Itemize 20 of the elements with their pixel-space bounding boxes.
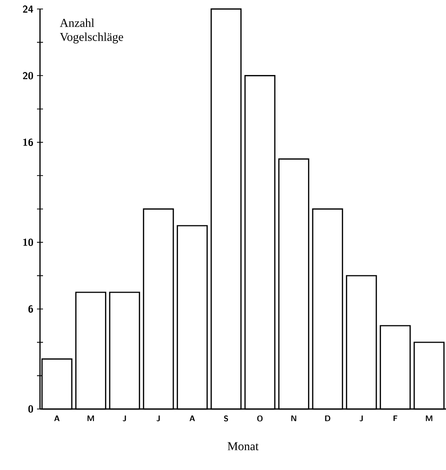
x-tick-label: J xyxy=(122,416,126,422)
x-tick-label: A xyxy=(54,416,60,422)
y-tick-label: 20 xyxy=(22,72,34,80)
x-tick-label: M xyxy=(88,416,94,422)
y-tick-label: 24 xyxy=(22,5,34,13)
x-tick-label: F xyxy=(394,416,398,422)
x-tick-label: S xyxy=(224,416,228,422)
y-tick-label: 6 xyxy=(28,305,33,313)
y-axis-title: Anzahl Vogelschläge xyxy=(60,18,124,44)
x-tick-label: J xyxy=(360,416,363,422)
x-tick-label: A xyxy=(190,416,195,422)
x-axis-title: Monat xyxy=(228,442,259,450)
y-tick-label: 16 xyxy=(23,138,33,146)
x-tick-label: O xyxy=(257,416,263,422)
x-tick-label: D xyxy=(325,416,330,422)
x-tick-label: M xyxy=(426,416,432,422)
y-tick-label: 10 xyxy=(23,238,34,246)
x-tick-label: N xyxy=(291,416,296,422)
y-tick-label: 0 xyxy=(28,405,34,413)
x-tick-label: J xyxy=(156,416,160,422)
